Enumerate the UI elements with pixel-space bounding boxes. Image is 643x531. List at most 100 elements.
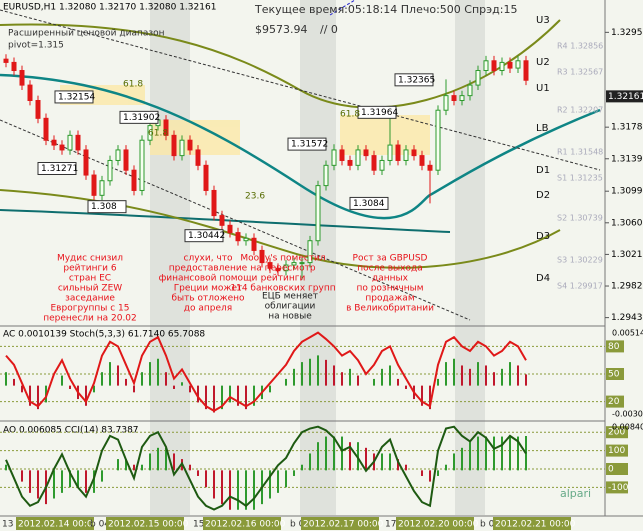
time-label: b 04 xyxy=(90,520,110,530)
annotation: слухи, что xyxy=(184,254,233,264)
candle-body xyxy=(139,139,145,191)
candle-body xyxy=(323,164,329,187)
candle-body xyxy=(475,70,481,86)
panel-title: AC 0.0010139 Stoch(5,3,3) 61.7140 65.708… xyxy=(3,330,205,340)
candle-body xyxy=(259,249,265,264)
level-label: U2 xyxy=(536,57,550,68)
candle-body xyxy=(75,134,81,151)
level-label: D4 xyxy=(536,273,550,284)
cci-tick-label: 0 xyxy=(608,465,614,475)
annotation: финансовой помощи xyxy=(159,274,258,284)
candle-body xyxy=(419,155,425,166)
price-box xyxy=(37,161,77,175)
level-box xyxy=(606,395,624,408)
candle-body xyxy=(235,232,241,242)
channel xyxy=(0,9,601,171)
candle-body xyxy=(435,109,441,171)
current-price-box xyxy=(606,90,643,103)
cci-tick-label: 100 xyxy=(608,446,625,456)
annotation: Moody's поместил xyxy=(240,254,325,264)
candle-body xyxy=(339,149,345,161)
candle-body xyxy=(315,185,321,242)
candle-body xyxy=(387,144,393,161)
level-box xyxy=(606,426,628,439)
fib-label: 61.8 xyxy=(340,110,360,120)
time-box xyxy=(396,517,474,530)
candle-body xyxy=(283,264,289,272)
candle-body xyxy=(99,180,105,196)
annotation: стран ЕС xyxy=(69,274,111,284)
candle-body xyxy=(51,139,57,146)
level-label: S2 1.30739 xyxy=(557,214,603,223)
range-title: Расширенный ценовой диапазон xyxy=(8,29,165,39)
candle-body xyxy=(379,159,385,171)
candle-body xyxy=(331,149,337,166)
time-box xyxy=(301,517,379,530)
time-label: 2012.02.15 00:00 xyxy=(108,520,189,530)
candle-body xyxy=(211,189,217,217)
level-box xyxy=(606,368,624,380)
candle-body xyxy=(299,262,305,265)
main-chart xyxy=(3,54,529,280)
annotation: Мудис снизил xyxy=(57,254,123,264)
price-box xyxy=(54,90,94,104)
annotation: продажам xyxy=(365,294,414,304)
candle-body xyxy=(515,60,521,69)
candle-body xyxy=(347,159,353,166)
stoch-tick-label: 50 xyxy=(608,370,620,380)
candle-body xyxy=(107,159,113,182)
candle-body xyxy=(43,117,49,141)
time-label: 2012.02.20 00:00 xyxy=(398,520,479,530)
annotation: по розничным xyxy=(356,284,423,294)
stoch-line xyxy=(5,331,527,412)
candle-body xyxy=(251,237,257,251)
candle-body xyxy=(91,174,97,196)
candle-body xyxy=(523,60,529,81)
level-label: S3 1.30229 xyxy=(557,256,603,265)
time-box xyxy=(106,517,184,530)
level-label: D2 xyxy=(536,190,550,201)
level-label: LB xyxy=(536,123,549,134)
candle-body xyxy=(131,169,137,191)
price-box xyxy=(184,229,224,243)
annotation: рейтинги 6 xyxy=(63,264,117,274)
candle-body xyxy=(467,84,473,97)
candle-body xyxy=(171,134,177,157)
time-label: 2012.02.21 00:00 xyxy=(495,520,576,530)
candle-body xyxy=(67,134,73,151)
price-box-label: 1.30442 xyxy=(188,231,225,241)
cci-tick-label: -100 xyxy=(608,483,629,493)
level-label: R4 1.32856 xyxy=(557,42,603,51)
annotation: заседание xyxy=(65,294,115,304)
level-label: S4 1.29917 xyxy=(557,282,603,291)
price-box xyxy=(87,200,127,214)
price-box-label: 1.31964 xyxy=(361,108,398,118)
price-box-label: 1.31902 xyxy=(123,113,160,123)
annotation: рейтинги xyxy=(261,274,306,284)
candle-body xyxy=(491,60,497,72)
candle-body xyxy=(163,119,169,136)
fib-zone xyxy=(340,115,430,155)
annotation: данных xyxy=(372,274,409,284)
candle-body xyxy=(83,149,89,176)
cci-line xyxy=(5,425,527,511)
price-box-label: 1.3084 xyxy=(353,199,385,209)
ao-tick-label: 0.008407 xyxy=(612,423,643,432)
time-label: 13 xyxy=(2,520,13,530)
candle-body xyxy=(11,61,17,72)
time-label: 15 xyxy=(193,520,204,530)
annotation: облигации xyxy=(265,302,316,312)
candle-body xyxy=(267,262,273,269)
status: Текущее время:05:18:14 Плечо:500 Спрэд:1… xyxy=(254,3,518,16)
logo: alpari xyxy=(560,487,591,500)
candle-body xyxy=(35,99,41,119)
candle-body xyxy=(27,84,33,101)
candle-body xyxy=(355,149,361,166)
balance: $9573.94 xyxy=(255,23,308,36)
candle-body xyxy=(115,149,121,161)
annotation: ЕЦБ меняет xyxy=(262,292,318,302)
annotation: Греции может xyxy=(174,284,243,294)
